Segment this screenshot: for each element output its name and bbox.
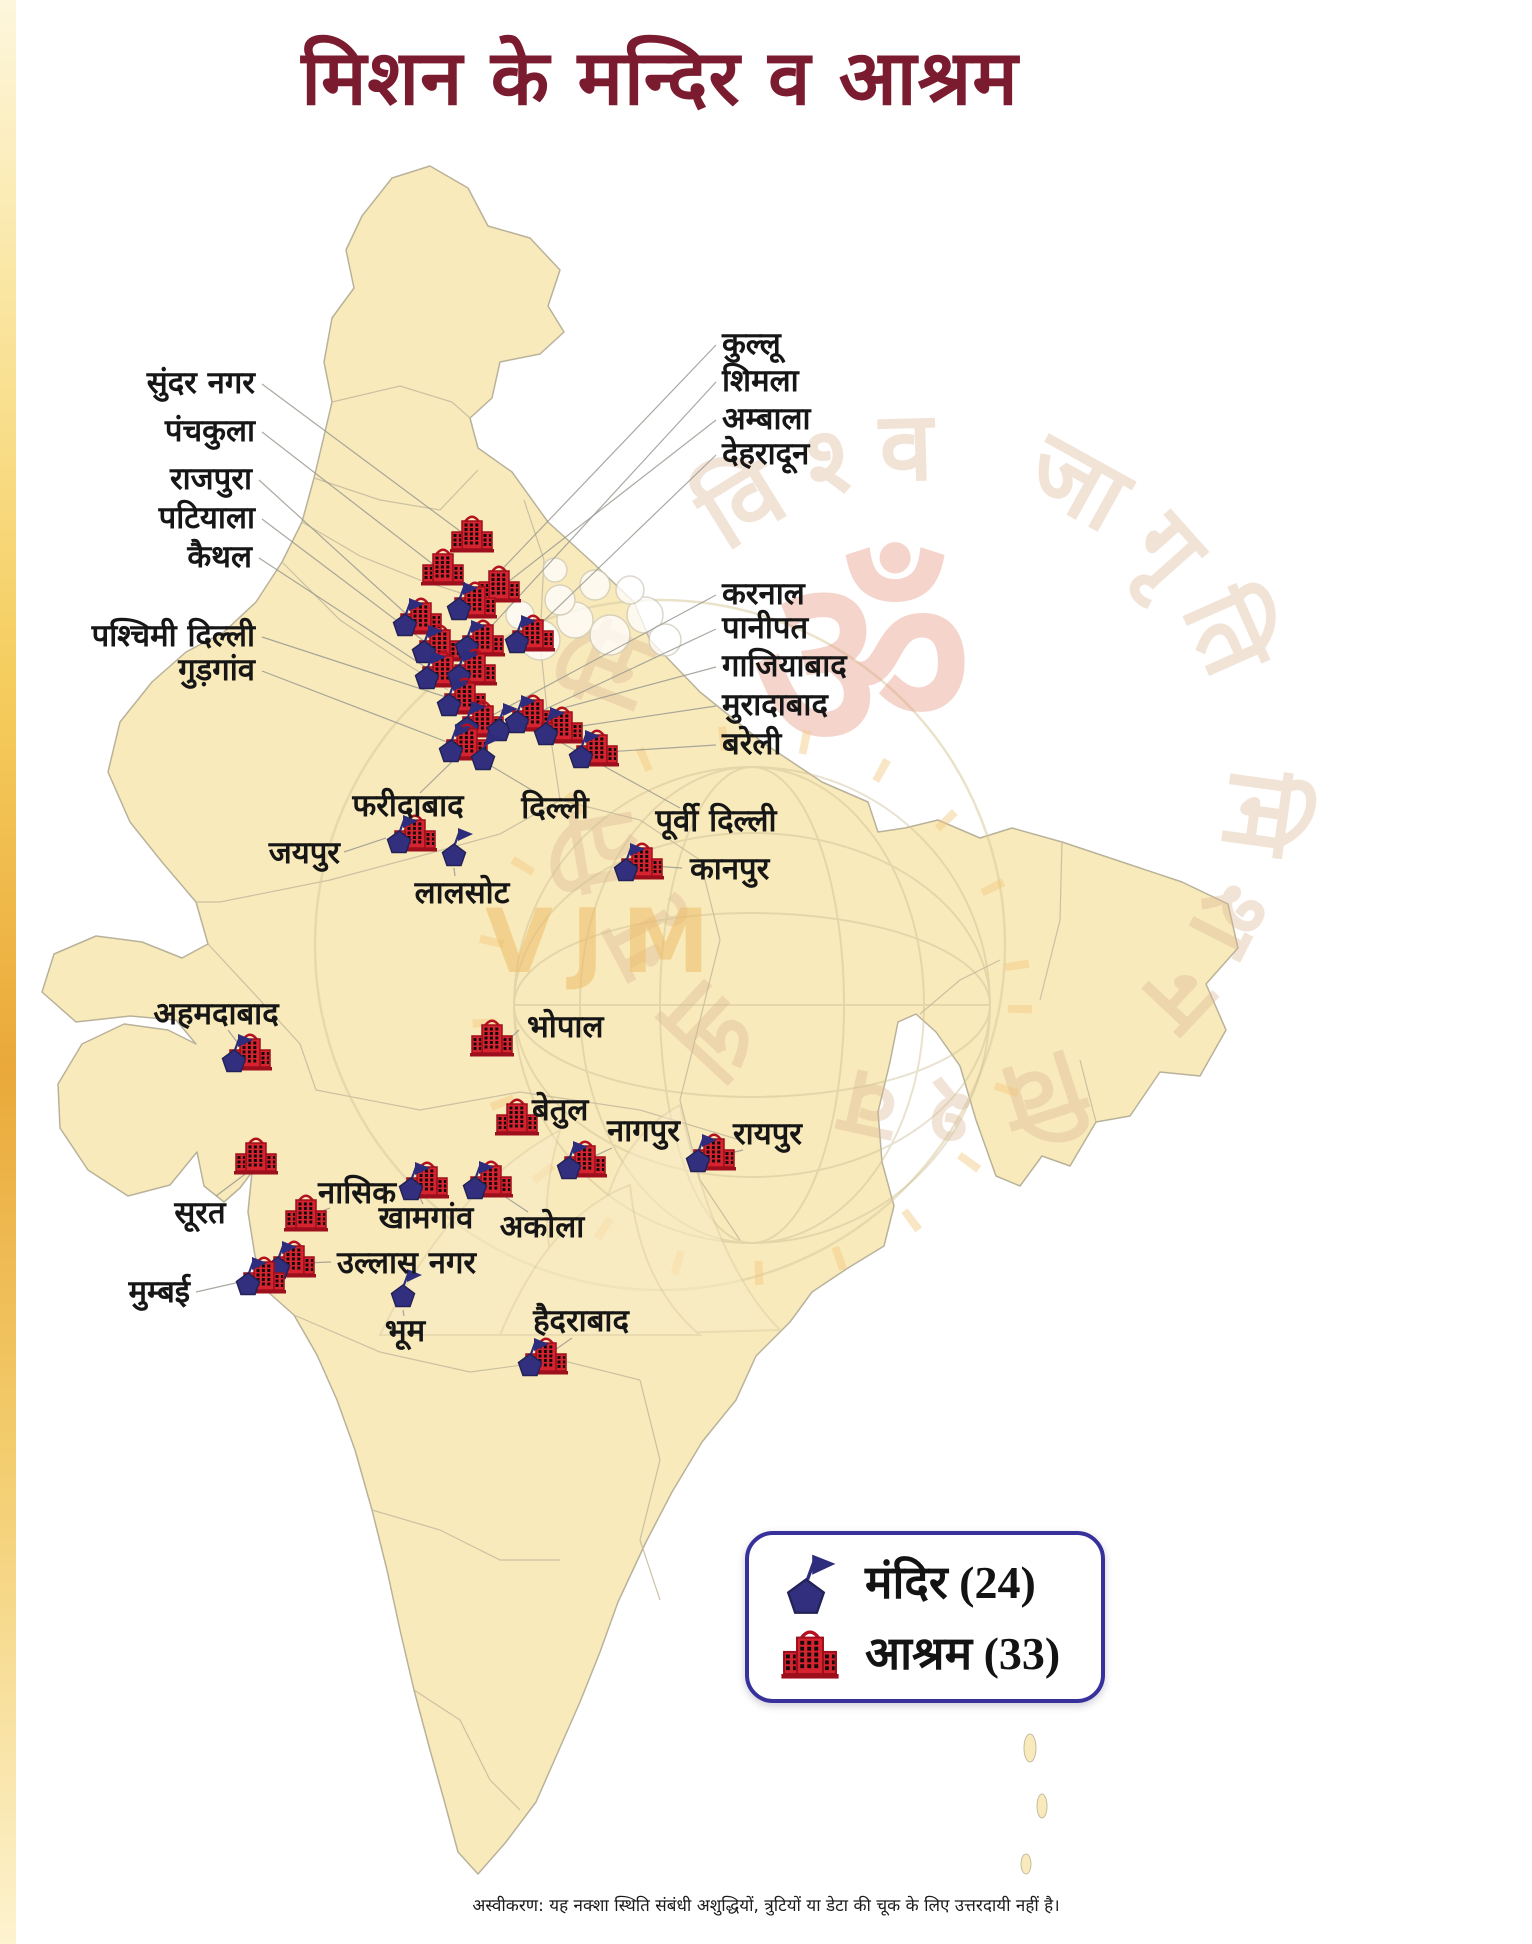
city-label-nagpur: नागपुर [606, 1113, 681, 1150]
city-label-gurgaon: गुड़गांव [177, 652, 257, 689]
city-label-dehradun: देहरादून [721, 435, 811, 474]
city-label-betul: बेतुल [531, 1091, 589, 1129]
city-label-kullu: कुल्लू [721, 326, 786, 364]
city-label-akola: अकोला [500, 1208, 586, 1245]
city-label-rajpura: राजपुरा [169, 461, 253, 498]
city-label-ulhasnagar: उल्लास नगर [336, 1245, 477, 1281]
city-label-jaipur: जयपुर [268, 835, 342, 872]
island [1036, 1793, 1048, 1819]
temple-icon [786, 1552, 838, 1615]
city-label-bhopal: भोपाल [527, 1008, 604, 1045]
island [1023, 1733, 1037, 1763]
city-label-nashik: नासिक [317, 1174, 397, 1211]
om-icon: ॐ [753, 525, 972, 805]
disclaimer-text: अस्वीकरण: यह नक्शा स्थिति संबंधी अशुद्धि… [472, 1896, 1060, 1916]
lotus-icon [378, 1103, 783, 1337]
city-label-panchkula: पंचकुला [164, 413, 256, 450]
city-label-lalsot: लालसोट [414, 874, 511, 911]
globe-icon [513, 766, 991, 1244]
city-label-west-delhi: पश्चिमी दिल्ली [91, 617, 256, 654]
city-label-khamgaon: खामगांव [378, 1200, 475, 1236]
legend-ashram-label: आश्रम (33) [865, 1628, 1061, 1679]
city-label-kanpur: कानपुर [689, 851, 771, 888]
legend-temple-label: मंदिर (24) [865, 1557, 1036, 1608]
city-label-ahmedabad: अहमदाबाद [153, 996, 280, 1032]
city-labels: सुंदर नगर पंचकुला राजपुरा पटियाला कैथल प… [91, 326, 849, 1351]
city-label-mumbai: मुम्बई [127, 1273, 191, 1311]
india-landmass [41, 165, 1239, 1875]
city-label-bareilly: बरेली [721, 725, 782, 762]
legend-row-temple: मंदिर (24) [775, 1550, 1101, 1616]
city-label-panipat: पानीपत [721, 609, 809, 646]
city-label-faridabad: फरीदाबाद [351, 787, 465, 824]
city-label-shimla: शिमला [721, 362, 800, 399]
city-label-sundar-nagar: सुंदर नगर [146, 365, 257, 402]
city-label-raipur: रायपुर [732, 1116, 803, 1153]
city-label-ghaziabad: गाजियाबाद [721, 647, 848, 684]
ashram-icon [779, 1630, 841, 1681]
decor-gradient-strip [0, 0, 16, 1944]
city-label-moradabad: मुरादाबाद [721, 687, 829, 724]
city-label-kaithal: कैथल [186, 538, 253, 575]
city-label-east-delhi: पूर्वी दिल्ली [654, 802, 777, 841]
city-label-delhi: दिल्ली [520, 789, 589, 826]
page-title: मिशन के मन्दिर व आश्रम [301, 33, 1019, 122]
city-label-patiala: पटियाला [158, 499, 256, 536]
city-label-ambala: अम्बाला [722, 401, 812, 437]
legend-row-ashram: आश्रम (33) [775, 1624, 1101, 1684]
city-label-karnal: करनाल [721, 576, 806, 612]
legend: मंदिर (24) आश्रम (33) [745, 1531, 1105, 1703]
city-label-hyderabad: हैदराबाद [532, 1302, 630, 1339]
city-label-surat: सूरत [173, 1195, 227, 1233]
watermark-vjm-text: VJM [485, 890, 727, 993]
city-label-bhum: भूम [385, 1313, 427, 1351]
island [1020, 1853, 1032, 1875]
sun-rays-ring [472, 725, 1032, 1285]
